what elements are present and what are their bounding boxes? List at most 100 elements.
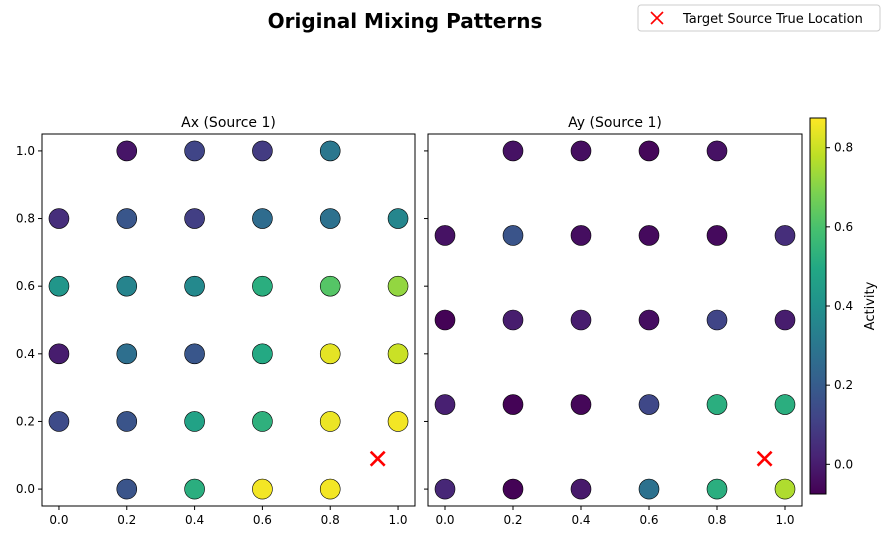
data-point xyxy=(252,275,273,297)
data-point xyxy=(434,394,456,415)
panel-ax-points xyxy=(48,140,409,500)
data-point xyxy=(638,309,660,331)
data-point xyxy=(116,411,138,432)
x-tick-label: 1.0 xyxy=(388,513,407,527)
data-point xyxy=(319,208,341,229)
x-tick-label: 1.0 xyxy=(775,513,794,527)
data-point xyxy=(502,225,524,246)
colorbar-tick-label: 0.6 xyxy=(834,220,853,234)
data-point xyxy=(434,478,456,500)
legend-marker-x-icon xyxy=(650,11,664,25)
panel-ax-frame xyxy=(41,133,416,507)
data-point xyxy=(570,140,592,162)
target-marker-stroke xyxy=(756,450,773,467)
data-point xyxy=(774,225,796,246)
colorbar: 0.0 0.2 0.4 0.6 0.8 Activity xyxy=(809,117,878,495)
legend: Target Source True Location xyxy=(637,4,881,32)
data-point xyxy=(184,411,205,432)
target-marker-stroke xyxy=(369,450,386,467)
data-point xyxy=(184,275,205,297)
panel-ax: Ax (Source 1) 0.0 0.2 0.4 0.6 0.8 1.00.00.20.… xyxy=(16,115,416,527)
data-point xyxy=(116,478,138,500)
data-point xyxy=(387,411,409,432)
x-tick-label: 0.4 xyxy=(185,513,204,527)
data-point xyxy=(706,478,728,500)
data-point xyxy=(184,478,205,500)
data-point xyxy=(252,478,273,500)
data-point xyxy=(252,140,273,162)
data-point xyxy=(706,309,728,331)
colorbar-tick-label: 0.2 xyxy=(834,378,853,392)
data-point xyxy=(638,225,660,246)
data-point xyxy=(387,208,409,229)
panel-ax-ticks: 0.0 0.2 0.4 0.6 0.8 1.0 0.0 0.2 0.4 0.6 0.8 1.0 xyxy=(16,144,408,527)
data-point xyxy=(774,394,796,415)
panel-ax-target xyxy=(369,450,386,467)
x-tick-label: 0.6 xyxy=(253,513,272,527)
x-tick-label: 0.8 xyxy=(321,513,340,527)
panel-ay-points xyxy=(434,140,796,500)
legend-box xyxy=(637,4,881,32)
panel-ay-target xyxy=(756,450,773,467)
data-point xyxy=(570,225,592,246)
colorbar-tick-label: 0.0 xyxy=(834,457,853,471)
x-tick-label: 0.8 xyxy=(707,513,726,527)
data-point xyxy=(184,343,205,365)
colorbar-ticks: 0.0 0.2 0.4 0.6 0.8 xyxy=(826,141,853,471)
data-point xyxy=(502,140,524,162)
data-point xyxy=(434,309,456,331)
x-tick-label: 0.4 xyxy=(571,513,590,527)
data-point xyxy=(706,394,728,415)
data-point xyxy=(184,208,205,229)
data-point xyxy=(184,140,205,162)
colorbar-tick-label: 0.8 xyxy=(834,141,853,155)
data-point xyxy=(319,343,341,365)
x-tick-label: 0.2 xyxy=(503,513,522,527)
data-point xyxy=(252,208,273,229)
data-point xyxy=(570,309,592,331)
data-point xyxy=(570,394,592,415)
data-point xyxy=(116,208,138,229)
data-point xyxy=(252,343,273,365)
data-point xyxy=(502,309,524,331)
colorbar-label: Activity xyxy=(863,281,878,330)
x-tick-label: 0.6 xyxy=(639,513,658,527)
data-point xyxy=(319,478,341,500)
colorbar-tick-label: 0.4 xyxy=(834,299,853,313)
colorbar-gradient xyxy=(809,117,827,495)
data-point xyxy=(570,478,592,500)
data-point xyxy=(502,394,524,415)
data-point xyxy=(387,343,409,365)
y-tick-label: 0.6 xyxy=(16,279,35,293)
y-tick-label: 0.4 xyxy=(16,347,35,361)
chart-title: Original Mixing Patterns xyxy=(268,9,543,33)
data-point xyxy=(774,478,796,500)
data-point xyxy=(706,225,728,246)
data-point xyxy=(706,140,728,162)
data-point xyxy=(252,411,273,432)
panel-ay: Ay (Source 1) 0.0 0.2 0.4 0.6 0.8 1.0 xyxy=(424,115,803,527)
data-point xyxy=(319,275,341,297)
y-tick-label: 0.2 xyxy=(16,414,35,428)
data-point xyxy=(48,208,70,229)
data-point xyxy=(502,478,524,500)
data-point xyxy=(774,309,796,331)
data-point xyxy=(116,343,138,365)
data-point xyxy=(116,275,138,297)
panel-ay-title: Ay (Source 1) xyxy=(568,115,662,131)
data-point xyxy=(434,225,456,246)
x-tick-label: 0.0 xyxy=(435,513,454,527)
data-point xyxy=(638,478,660,500)
data-point xyxy=(48,343,70,365)
data-point xyxy=(638,140,660,162)
data-point xyxy=(638,394,660,415)
data-point xyxy=(48,411,70,432)
x-tick-label: 0.2 xyxy=(117,513,136,527)
data-point xyxy=(48,275,70,297)
x-tick-label: 0.0 xyxy=(49,513,68,527)
y-tick-label: 1.0 xyxy=(16,144,35,158)
panel-ay-ticks: 0.0 0.2 0.4 0.6 0.8 1.0 xyxy=(424,150,795,527)
data-point xyxy=(319,411,341,432)
y-tick-label: 0.0 xyxy=(16,482,35,496)
